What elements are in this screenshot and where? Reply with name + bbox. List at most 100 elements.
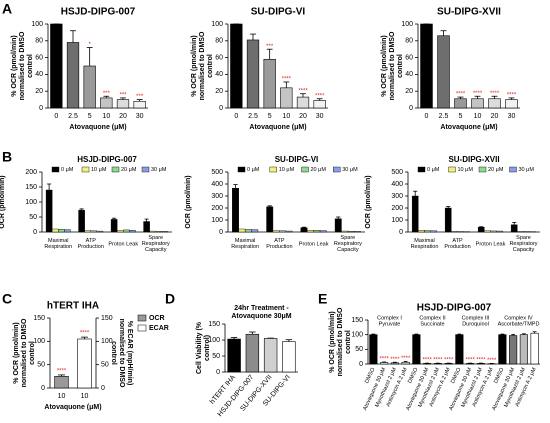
x-tick-label: 0 bbox=[54, 113, 58, 120]
y-axis-label: % OCR (pmol/min)normalised to DMSOcontro… bbox=[11, 31, 34, 100]
x-tick-label: ATP Production bbox=[78, 238, 104, 250]
x-tick-label: 10 bbox=[102, 113, 110, 120]
x-tick-label: 10 bbox=[474, 113, 482, 120]
legend-swatch bbox=[509, 166, 517, 173]
bar bbox=[285, 230, 293, 233]
legend-label: 30 μM bbox=[519, 167, 535, 173]
x-tick-label: ATP Production bbox=[266, 238, 292, 250]
y-tick-label: 0 bbox=[219, 229, 223, 236]
bar bbox=[230, 23, 243, 109]
y-tick-label: 500 bbox=[391, 169, 403, 176]
bar bbox=[509, 335, 518, 365]
legend-label: 10 μM bbox=[279, 167, 295, 173]
x-tick-label: Proton Leak bbox=[476, 241, 506, 247]
legend-swatch bbox=[111, 166, 120, 173]
bar bbox=[100, 97, 113, 109]
y2-tick-label: 150 bbox=[101, 315, 113, 322]
y-tick-label: 150 bbox=[33, 315, 45, 322]
legend-swatch bbox=[141, 166, 150, 173]
bar bbox=[149, 230, 156, 233]
significance: **** bbox=[80, 331, 90, 337]
y-tick-label: 20 bbox=[215, 88, 223, 95]
significance: *** bbox=[266, 44, 274, 50]
y2-tick-label: 0 bbox=[101, 385, 105, 392]
significance: *** bbox=[119, 92, 127, 98]
y-tick-label: 100 bbox=[33, 338, 45, 345]
group-label: Complex III bbox=[462, 315, 490, 321]
legend-swatch bbox=[237, 166, 246, 173]
bar bbox=[279, 230, 286, 233]
bar bbox=[83, 65, 96, 109]
y-tick-label: 200 bbox=[25, 169, 37, 176]
x-tick-label: 2.5 bbox=[248, 113, 258, 120]
bar bbox=[282, 341, 296, 373]
legend-swatch bbox=[417, 166, 426, 173]
bar bbox=[412, 334, 421, 365]
significance: **** bbox=[456, 92, 466, 98]
bar bbox=[420, 23, 433, 109]
legend-swatch bbox=[478, 166, 487, 173]
bar bbox=[66, 42, 80, 109]
bar bbox=[77, 338, 92, 389]
bar bbox=[437, 35, 450, 109]
legend-label: 0 μM bbox=[61, 167, 74, 173]
bar bbox=[300, 227, 308, 233]
y-tick-label: 100 bbox=[351, 332, 363, 339]
bar bbox=[90, 230, 98, 233]
group-label: Duroquinol bbox=[462, 321, 489, 327]
chart-title: HSJD-DIPG-007 bbox=[77, 155, 137, 164]
y-tick-label: 200 bbox=[391, 205, 403, 212]
x-tick-label: 2.5 bbox=[439, 113, 449, 120]
bar bbox=[227, 338, 241, 373]
y-axis-label: OCR (pmol/min) bbox=[0, 175, 6, 228]
bar bbox=[517, 231, 524, 233]
y-axis-label: % OCR (pmol/min)normalised to DMSOcontro… bbox=[329, 307, 352, 376]
x-tick-label: 20 bbox=[299, 113, 307, 120]
significance: **** bbox=[379, 357, 389, 363]
bar bbox=[110, 219, 118, 233]
panel-label: B bbox=[2, 149, 12, 165]
significance: * bbox=[88, 42, 91, 48]
chart-title: 24hr Treatment -Atovaquone 30μM bbox=[231, 305, 291, 320]
bar bbox=[411, 195, 419, 233]
chart-title: HSJD-DIPG-007 bbox=[417, 303, 492, 314]
y-tick-label: 0 bbox=[39, 105, 43, 112]
bar bbox=[519, 334, 528, 365]
panel-label: C bbox=[2, 291, 12, 307]
significance: **** bbox=[401, 356, 411, 362]
x-tick-label: Maximal Respiration bbox=[44, 238, 72, 250]
bar bbox=[296, 96, 310, 109]
y2-axis-label: % ECAR (mpH/min)normalised to DMSOcontro… bbox=[110, 319, 133, 388]
bar bbox=[341, 230, 349, 233]
group-label: Pyruvate bbox=[379, 321, 401, 327]
y-tick-label: 0 bbox=[41, 385, 45, 392]
bar bbox=[266, 206, 274, 233]
y-tick-label: 0 bbox=[33, 229, 37, 236]
legend-swatch bbox=[269, 166, 277, 173]
x-tick-label: Maximal Respiration bbox=[231, 238, 259, 250]
x-tick-label: Spare Respiratory Capacity bbox=[142, 235, 170, 253]
x-tick-label: 2.5 bbox=[68, 113, 78, 120]
bar bbox=[471, 98, 484, 109]
y-axis-label: OCR (pmol/min) bbox=[185, 175, 192, 228]
bar bbox=[390, 362, 399, 365]
significance: *** bbox=[136, 94, 144, 100]
bar bbox=[116, 229, 124, 233]
y-tick-label: 300 bbox=[211, 193, 223, 200]
y-tick-label: 0 bbox=[216, 369, 220, 376]
bar bbox=[401, 361, 410, 365]
bar bbox=[123, 229, 130, 233]
y-tick-label: 60 bbox=[215, 54, 223, 61]
y-tick-label: 150 bbox=[351, 317, 363, 324]
bar bbox=[251, 229, 259, 233]
y-tick-label: 40 bbox=[405, 71, 413, 78]
y-tick-label: 0 bbox=[409, 105, 413, 112]
panel-label: A bbox=[2, 1, 12, 17]
y-tick-label: 60 bbox=[35, 54, 43, 61]
y-tick-label: 400 bbox=[391, 181, 403, 188]
significance: **** bbox=[433, 358, 443, 364]
y-tick-label: 150 bbox=[25, 184, 37, 191]
bar bbox=[510, 224, 518, 233]
bar bbox=[354, 231, 361, 233]
y-tick-label: 150 bbox=[208, 321, 220, 328]
